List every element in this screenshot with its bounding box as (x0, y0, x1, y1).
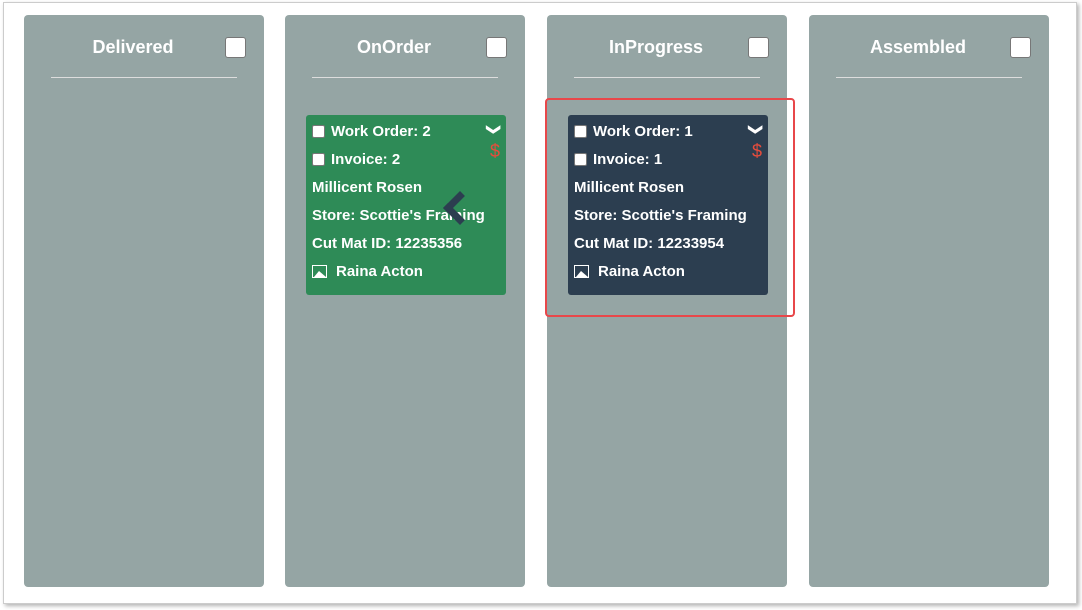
customer-name: Millicent Rosen (312, 179, 423, 196)
window-frame (3, 2, 1077, 604)
column-title: Assembled (869, 37, 967, 57)
column-select-checkbox[interactable] (225, 37, 246, 58)
cut-mat-id: Cut Mat ID: 12233954 (574, 235, 725, 252)
column-select-checkbox[interactable] (486, 37, 507, 58)
work-order: Work Order: 1 (593, 123, 693, 140)
column-onorder: OnOrder Work Order: 2 ❯ $ Invoice: 2 Mil… (285, 15, 525, 587)
image-icon (312, 265, 327, 278)
column-select-checkbox[interactable] (1010, 37, 1031, 58)
work-order: Work Order: 2 (331, 123, 431, 140)
artist: Raina Acton (336, 263, 423, 280)
order-card[interactable]: Work Order: 1 ❯ $ Invoice: 1 Millicent R… (568, 115, 768, 295)
dollar-icon: $ (489, 141, 500, 161)
divider (312, 77, 498, 78)
work-order-checkbox[interactable] (312, 125, 325, 138)
invoice-checkbox[interactable] (312, 153, 325, 166)
store: Store: Scottie's Framing (574, 207, 747, 224)
column-title: OnOrder (356, 37, 431, 57)
image-icon (574, 265, 589, 278)
column-delivered: Delivered (24, 15, 264, 587)
dollar-icon: $ (751, 141, 762, 161)
column-select-checkbox[interactable] (748, 37, 769, 58)
highlight-box (545, 98, 795, 317)
invoice: Invoice: 1 (593, 151, 663, 168)
divider (574, 77, 760, 78)
column-title: InProgress (608, 37, 704, 57)
invoice-checkbox[interactable] (574, 153, 587, 166)
column-title: Delivered (92, 37, 174, 57)
customer-name: Millicent Rosen (574, 179, 685, 196)
work-order-checkbox[interactable] (574, 125, 587, 138)
invoice: Invoice: 2 (331, 151, 401, 168)
chevron-down-icon[interactable]: ❯ (486, 123, 503, 136)
order-card[interactable]: Work Order: 2 ❯ $ Invoice: 2 Millicent R… (306, 115, 506, 295)
divider (51, 77, 237, 78)
column-inprogress: InProgress Work Order: 1 ❯ $ Invoice: 1 … (547, 15, 787, 587)
column-assembled: Assembled (809, 15, 1049, 587)
divider (836, 77, 1022, 78)
artist: Raina Acton (598, 263, 685, 280)
cut-mat-id: Cut Mat ID: 12235356 (312, 235, 463, 252)
store: Store: Scottie's Framing (312, 207, 485, 224)
